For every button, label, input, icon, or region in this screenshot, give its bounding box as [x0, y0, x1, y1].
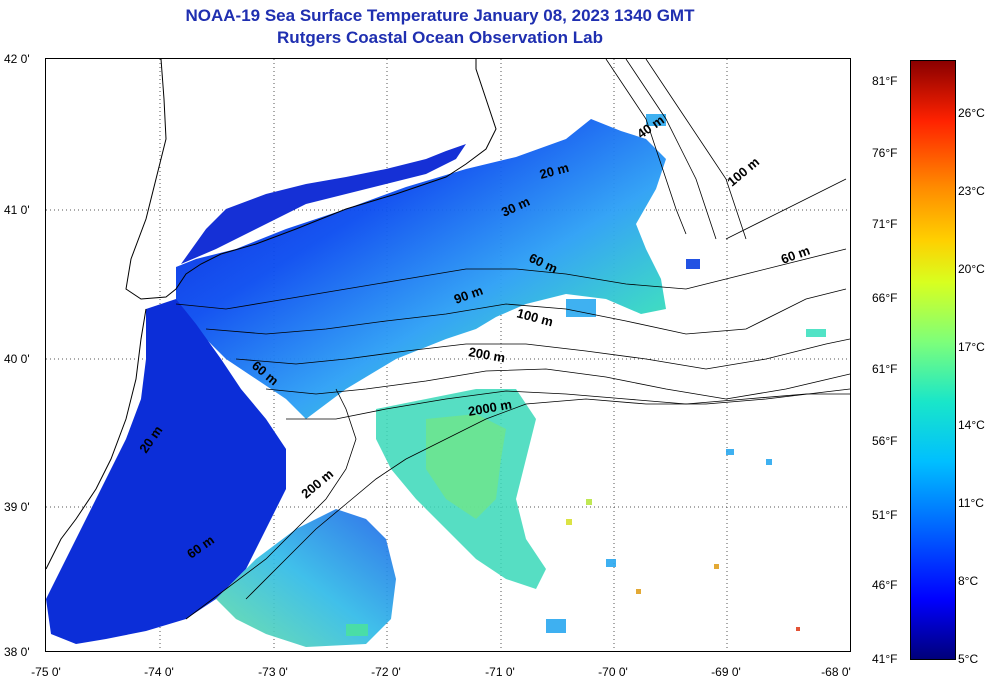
map-subtitle: Rutgers Coastal Ocean Observation Lab: [277, 28, 603, 47]
lon-tick-71: -71 0': [485, 665, 515, 679]
lon-tick-75: -75 0': [31, 665, 61, 679]
temperature-colorbar: [910, 60, 956, 660]
colorbar-c-label: 5°C: [958, 652, 979, 666]
colorbar-c-label: 17°C: [958, 340, 985, 354]
lon-tick-74: -74 0': [144, 665, 174, 679]
isobaths: [175, 59, 850, 620]
sst-patches: [346, 114, 826, 636]
colorbar-f-label: 56°F: [872, 434, 898, 448]
contour-label: 100 m: [515, 305, 555, 329]
lat-tick-38: 38 0': [4, 645, 30, 659]
coastline: [46, 59, 497, 570]
sst-region-north: [176, 119, 666, 419]
colorbar-c-label: 11°C: [958, 496, 984, 510]
sst-map-svg: 40 m 100 m 60 m 20 m 60 m 90 m 100 m 200…: [46, 59, 850, 651]
sst-region-nj-shelf: [46, 299, 286, 644]
contour-label: 60 m: [779, 243, 812, 267]
lat-tick-40: 40 0': [4, 352, 30, 366]
contour-label: 200 m: [467, 344, 506, 365]
colorbar-f-label: 41°F: [872, 652, 898, 666]
colorbar-f-label: 76°F: [872, 146, 898, 160]
colorbar-f-label: 81°F: [872, 74, 898, 88]
lon-tick-72: -72 0': [371, 665, 401, 679]
colorbar-c-label: 14°C: [958, 418, 985, 432]
colorbar-f-label: 46°F: [872, 578, 898, 592]
colorbar-f-label: 61°F: [872, 362, 898, 376]
lon-tick-70: -70 0': [598, 665, 628, 679]
sst-map: 40 m 100 m 60 m 20 m 60 m 90 m 100 m 200…: [45, 58, 851, 652]
lon-tick-68: -68 0': [821, 665, 851, 679]
sst-region-south-shelf: [216, 509, 396, 647]
colorbar-c-label: 26°C: [958, 106, 985, 120]
map-title: NOAA-19 Sea Surface Temperature January …: [185, 6, 695, 25]
colorbar-c-label: 23°C: [958, 184, 985, 198]
colorbar-f-label: 71°F: [872, 217, 898, 231]
colorbar-c-label: 20°C: [958, 262, 985, 276]
colorbar-f-label: 66°F: [872, 291, 898, 305]
colorbar-f-label: 51°F: [872, 508, 898, 522]
lon-tick-73: -73 0': [258, 665, 288, 679]
colorbar-c-label: 8°C: [958, 574, 979, 588]
sst-region-longisland: [181, 144, 466, 264]
lat-tick-39: 39 0': [4, 500, 30, 514]
contour-label: 20 m: [538, 160, 571, 182]
lon-tick-69: -69 0': [711, 665, 741, 679]
contour-label: 100 m: [724, 154, 762, 189]
lat-tick-41: 41 0': [4, 203, 30, 217]
lat-tick-42: 42 0': [4, 52, 30, 66]
sst-region-slope-core: [426, 414, 506, 519]
contour-label: 200 m: [298, 466, 336, 501]
